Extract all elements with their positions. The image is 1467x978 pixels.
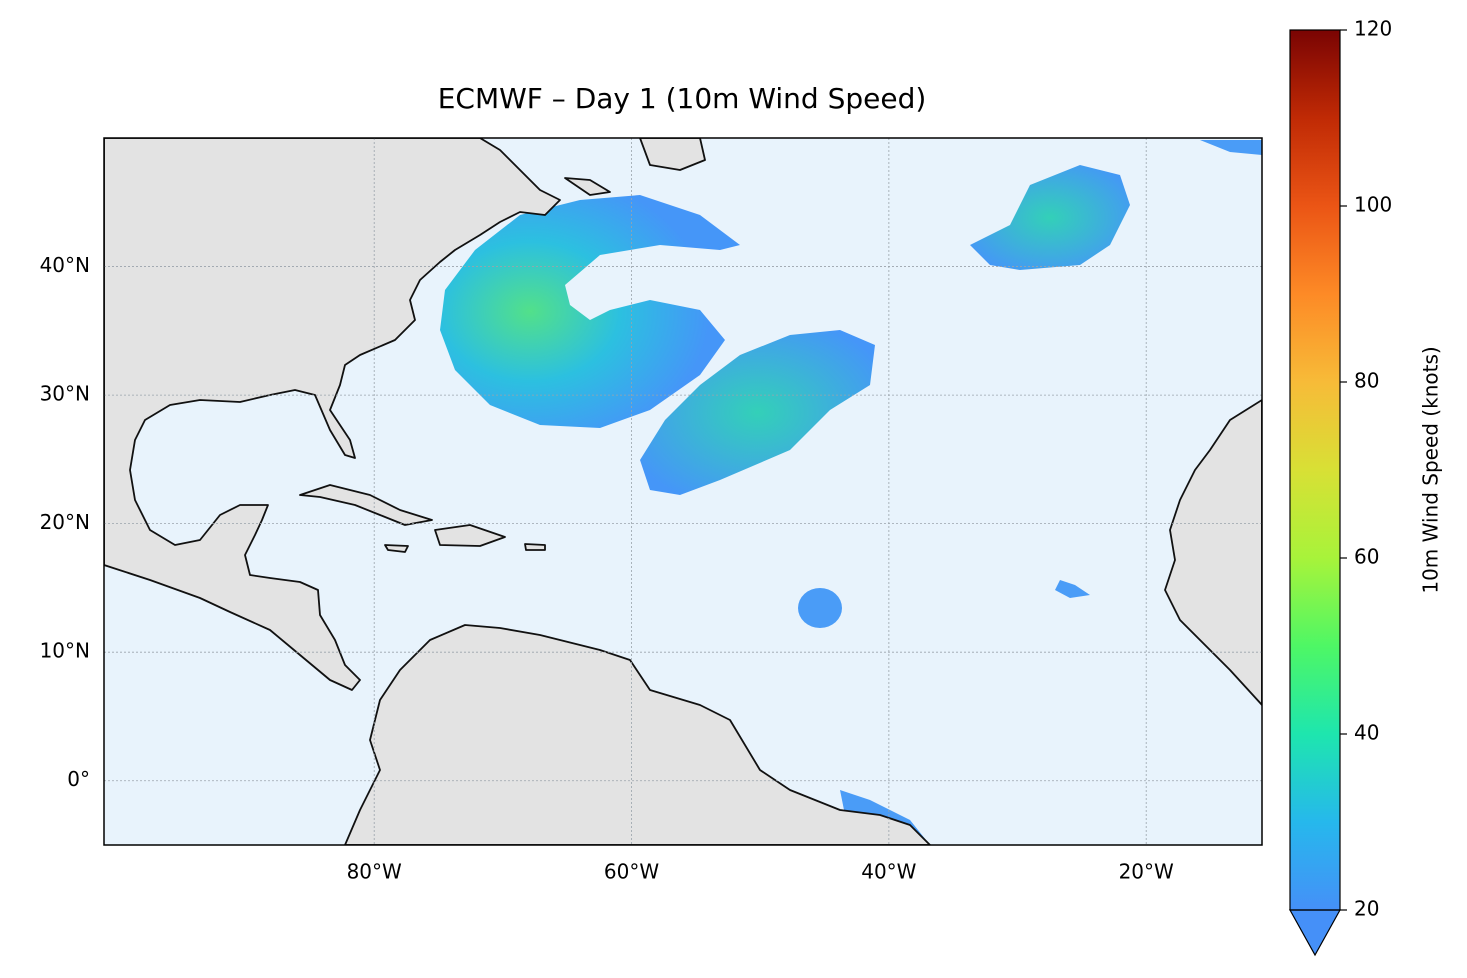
colorbar-tick-label: 20 (1354, 897, 1379, 921)
y-tick-label: 0° (67, 767, 90, 791)
wind-field (440, 140, 1262, 845)
land (104, 138, 1262, 845)
colorbar-tick-label: 80 (1354, 369, 1379, 393)
newfoundland (639, 138, 706, 171)
wind-patch (970, 165, 1130, 270)
colorbar-tick-label: 100 (1354, 193, 1392, 217)
map (104, 138, 1262, 845)
colorbar-label: 10m Wind Speed (knots) (1419, 346, 1443, 593)
wind-patch (1055, 580, 1090, 598)
wind-swirl (440, 195, 740, 428)
y-tick-label: 40°N (40, 253, 90, 277)
y-tick-label: 30°N (40, 382, 90, 406)
y-tick-label: 10°N (40, 639, 90, 663)
x-tick-label: 80°W (347, 860, 402, 884)
colorbar-frame (1289, 29, 1341, 911)
x-tick-label: 20°W (1119, 860, 1174, 884)
colorbar-tick-label: 40 (1354, 721, 1379, 745)
cuba (299, 484, 433, 526)
colorbar: 20 40 60 80 100 120 10m Wind Speed (knots) (1288, 17, 1443, 957)
wind-patch (640, 330, 875, 495)
island (564, 177, 611, 196)
wind-patch (798, 588, 842, 628)
map-frame (103, 137, 1263, 846)
colorbar-tick-label: 60 (1354, 545, 1379, 569)
colorbar-tick-label: 120 (1354, 17, 1392, 41)
y-tick-label: 20°N (40, 510, 90, 534)
x-tick-label: 60°W (604, 860, 659, 884)
north-america (104, 138, 561, 691)
colorbar-extend (1288, 909, 1342, 957)
hispaniola (434, 524, 506, 547)
jamaica (384, 544, 409, 553)
wind-patch (1200, 140, 1262, 155)
africa (1164, 399, 1262, 706)
puerto-rico (524, 543, 546, 551)
grid (104, 138, 1262, 845)
chart-title: ECMWF – Day 1 (10m Wind Speed) (438, 82, 927, 115)
colorbar-scale (1290, 30, 1340, 910)
south-america (344, 624, 931, 845)
x-tick-label: 40°W (861, 860, 916, 884)
